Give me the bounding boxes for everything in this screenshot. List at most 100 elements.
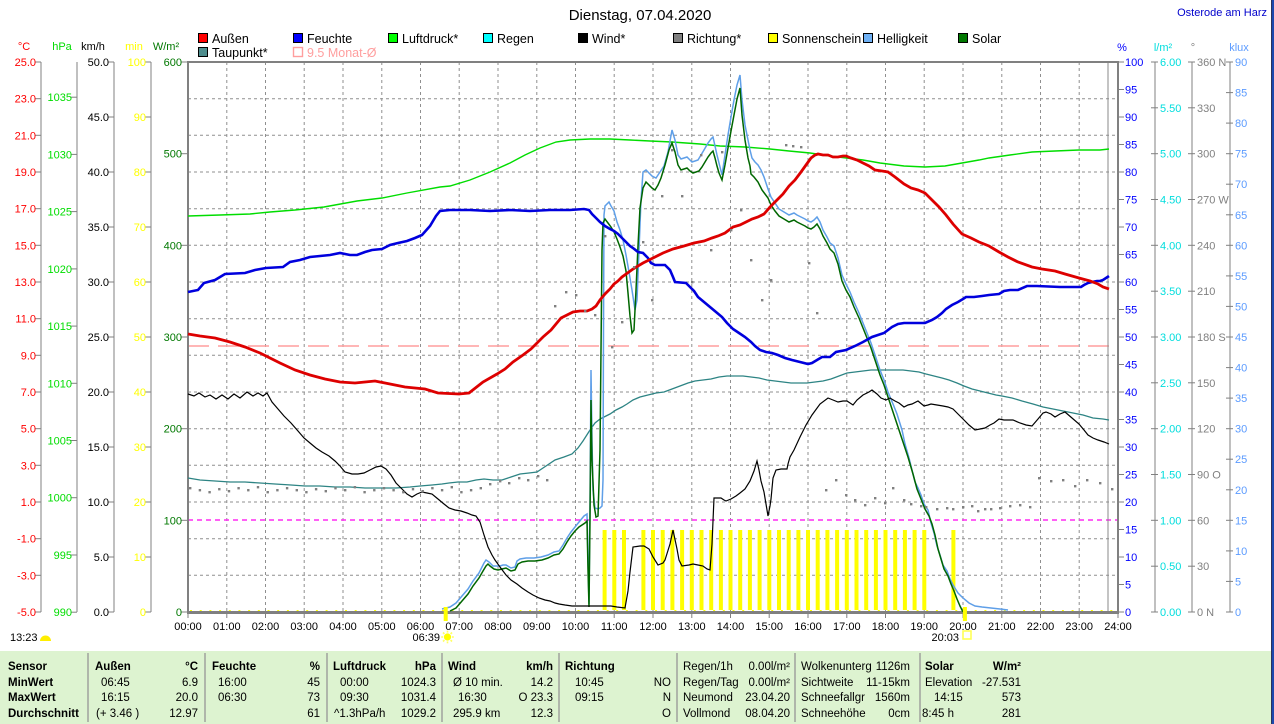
svg-text:1.00: 1.00 (1160, 515, 1181, 527)
svg-text:10: 10 (1125, 552, 1137, 564)
svg-text:25: 25 (1125, 470, 1137, 482)
svg-text:45: 45 (1235, 332, 1247, 344)
svg-text:W/m²: W/m² (993, 661, 1021, 673)
svg-text:30: 30 (134, 442, 146, 454)
svg-text:10: 10 (134, 552, 146, 564)
svg-text:70: 70 (1235, 179, 1247, 191)
svg-text:hPa: hPa (52, 41, 72, 53)
svg-text:Außen: Außen (212, 32, 249, 46)
svg-text:Sonnenschein: Sonnenschein (782, 32, 861, 46)
svg-text:23.04.20: 23.04.20 (745, 692, 790, 704)
svg-text:995: 995 (54, 550, 72, 562)
svg-text:9.0: 9.0 (21, 350, 36, 362)
svg-text:Wolkenunterg: Wolkenunterg (801, 661, 872, 673)
svg-text:-27.531: -27.531 (982, 677, 1021, 689)
svg-text:50.0: 50.0 (88, 57, 109, 69)
svg-text:11-15km: 11-15km (866, 677, 910, 689)
svg-text:25: 25 (1235, 454, 1247, 466)
svg-text:45: 45 (307, 677, 320, 689)
svg-text:0.00: 0.00 (1160, 607, 1181, 619)
svg-text:19.0: 19.0 (15, 167, 36, 179)
svg-text:Sichtweite: Sichtweite (801, 677, 853, 689)
svg-text:Elevation: Elevation (925, 677, 972, 689)
svg-text:65: 65 (1235, 210, 1247, 222)
svg-text:l/m²: l/m² (1154, 42, 1173, 54)
svg-text:-3.0: -3.0 (17, 570, 36, 582)
svg-text:300: 300 (1197, 149, 1215, 161)
svg-text:12.3: 12.3 (531, 708, 553, 720)
svg-text:02:00: 02:00 (252, 621, 280, 633)
svg-text:80: 80 (1235, 118, 1247, 130)
svg-text:30: 30 (1197, 561, 1209, 573)
svg-text:120: 120 (1197, 424, 1215, 436)
svg-text:-5.0: -5.0 (17, 607, 36, 619)
svg-text:17.0: 17.0 (15, 204, 36, 216)
svg-text:1035: 1035 (48, 92, 72, 104)
svg-text:40: 40 (134, 387, 146, 399)
svg-text:6.9: 6.9 (182, 677, 198, 689)
svg-text:km/h: km/h (81, 41, 105, 53)
svg-text:08.04.20: 08.04.20 (745, 708, 790, 720)
svg-text:-1.0: -1.0 (17, 534, 36, 546)
svg-text:km/h: km/h (526, 661, 553, 673)
svg-text:MinWert: MinWert (8, 677, 53, 689)
svg-text:180 S: 180 S (1197, 332, 1226, 344)
svg-text:20: 20 (134, 497, 146, 509)
svg-text:Vollmond: Vollmond (683, 708, 730, 720)
svg-text:270 W: 270 W (1197, 195, 1229, 207)
svg-text:%: % (1117, 42, 1127, 54)
svg-text:Helligkeit: Helligkeit (877, 32, 928, 46)
svg-text:1015: 1015 (48, 321, 72, 333)
svg-text:100: 100 (128, 57, 146, 69)
svg-text:50: 50 (1235, 301, 1247, 313)
svg-text:30: 30 (1235, 424, 1247, 436)
svg-text:Außen: Außen (95, 661, 131, 673)
svg-text:1.50: 1.50 (1160, 470, 1181, 482)
svg-text:300: 300 (164, 332, 182, 344)
svg-text:13:00: 13:00 (678, 621, 706, 633)
svg-text:85: 85 (1235, 88, 1247, 100)
svg-text:13.0: 13.0 (15, 277, 36, 289)
svg-text:1005: 1005 (48, 436, 72, 448)
svg-text:70: 70 (134, 222, 146, 234)
svg-text:360 N: 360 N (1197, 57, 1226, 69)
svg-text:%: % (310, 661, 320, 673)
svg-text:^1.3hPa/h: ^1.3hPa/h (334, 708, 385, 720)
svg-text:O: O (662, 708, 671, 720)
svg-text:06:00: 06:00 (407, 621, 435, 633)
svg-text:Feuchte: Feuchte (307, 32, 352, 46)
svg-text:°: ° (1191, 42, 1195, 54)
svg-text:1029.2: 1029.2 (401, 708, 436, 720)
svg-text:06:45: 06:45 (101, 677, 130, 689)
svg-text:24:00: 24:00 (1104, 621, 1132, 633)
svg-text:1010: 1010 (48, 378, 72, 390)
svg-text:23:00: 23:00 (1065, 621, 1093, 633)
svg-text:0: 0 (1235, 607, 1241, 619)
svg-text:20: 20 (1125, 497, 1137, 509)
svg-text:65: 65 (1125, 250, 1137, 262)
svg-text:14.2: 14.2 (531, 677, 553, 689)
svg-text:75: 75 (1235, 149, 1247, 161)
svg-text:hPa: hPa (415, 661, 437, 673)
svg-text:50: 50 (1125, 332, 1137, 344)
svg-text:70: 70 (1125, 222, 1137, 234)
svg-text:90 O: 90 O (1197, 470, 1221, 482)
svg-text:Luftdruck*: Luftdruck* (402, 32, 458, 46)
svg-text:573: 573 (1002, 692, 1021, 704)
svg-text:00:00: 00:00 (340, 677, 369, 689)
svg-text:15: 15 (1125, 525, 1137, 537)
svg-text:35: 35 (1125, 415, 1137, 427)
svg-text:Schneefallgr: Schneefallgr (801, 692, 865, 704)
svg-text:05:00: 05:00 (368, 621, 396, 633)
svg-text:01:00: 01:00 (213, 621, 241, 633)
svg-text:80: 80 (134, 167, 146, 179)
svg-text:1024.3: 1024.3 (401, 677, 436, 689)
svg-text:Wind: Wind (448, 661, 476, 673)
svg-text:08:00: 08:00 (484, 621, 512, 633)
svg-text:Ø 10 min.: Ø 10 min. (453, 677, 503, 689)
svg-text:5.50: 5.50 (1160, 103, 1181, 115)
svg-text:NO: NO (654, 677, 671, 689)
svg-text:35: 35 (1235, 393, 1247, 405)
svg-text:N: N (663, 692, 671, 704)
svg-text:3.00: 3.00 (1160, 332, 1181, 344)
